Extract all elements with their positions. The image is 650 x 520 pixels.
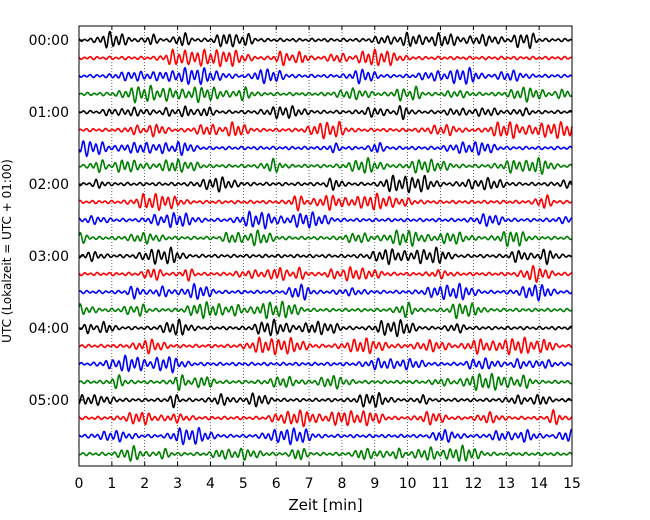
x-tick-label: 15 [563,476,581,492]
x-tick-label: 7 [305,476,314,492]
trace-23 [78,426,573,446]
x-tick-label: 12 [464,476,482,492]
trace-7 [78,140,573,158]
x-axis-label: Zeit [min] [288,496,362,514]
trace-12 [78,229,573,248]
trace-2 [78,48,573,68]
x-tick-label: 14 [530,476,548,492]
y-axis-label: UTC (Lokalzeit = UTC + 01:00) [0,159,14,343]
y-tick-label: 01:00 [29,105,69,121]
vertical-grid [111,26,540,466]
seismic-traces [78,30,573,463]
trace-6 [78,120,573,140]
y-tick-label: 02:00 [29,177,69,193]
x-tick-label: 10 [399,476,417,492]
trace-14 [78,264,573,283]
trace-18 [78,336,573,356]
x-tick-label: 2 [140,476,149,492]
x-tick-label: 5 [239,476,248,492]
trace-8 [78,156,573,176]
x-tick-label: 0 [75,476,84,492]
trace-4 [78,84,573,104]
x-axis-ticks: 0 1 2 3 4 5 6 7 8 9 10 11 12 13 14 15 [75,26,581,492]
trace-22 [78,408,573,428]
trace-17 [78,318,573,337]
plot-frame [78,25,573,467]
x-tick-label: 3 [173,476,182,492]
trace-16 [78,300,573,320]
trace-24 [78,444,573,463]
trace-3 [78,66,573,86]
trace-10 [78,192,573,212]
x-tick-label: 13 [497,476,515,492]
trace-11 [78,210,573,230]
x-tick-label: 6 [272,476,281,492]
trace-9 [78,174,573,194]
trace-19 [78,354,573,374]
trace-13 [78,246,573,266]
trace-5 [78,104,573,121]
x-tick-label: 9 [370,476,379,492]
x-tick-label: 8 [337,476,346,492]
trace-20 [78,372,573,392]
trace-15 [78,282,573,302]
x-tick-label: 11 [432,476,450,492]
x-tick-label: 4 [206,476,215,492]
trace-21 [78,391,573,409]
y-tick-label: 05:00 [29,393,69,409]
y-tick-label: 00:00 [29,33,69,49]
y-tick-label: 04:00 [29,321,69,337]
trace-1 [78,30,573,49]
y-tick-label: 03:00 [29,249,69,265]
x-tick-label: 1 [107,476,116,492]
y-axis-ticks: 00:00 01:00 02:00 03:00 04:00 05:00 [29,33,572,409]
